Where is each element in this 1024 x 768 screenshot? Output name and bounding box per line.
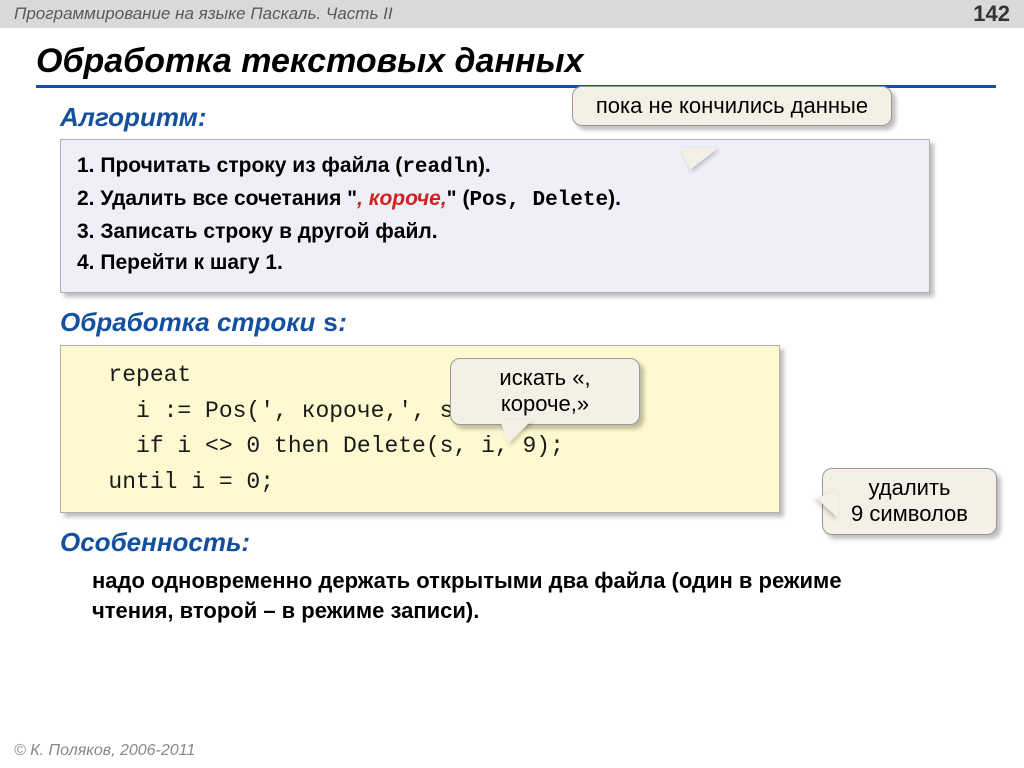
callout2-tail bbox=[500, 420, 532, 444]
callout-delete: удалить 9 символов bbox=[822, 468, 997, 535]
algo-step-2: 2. Удалить все сочетания ", короче," (Po… bbox=[77, 185, 913, 216]
code-line-2: i := Pos(', короче,', s); bbox=[67, 394, 773, 430]
code-line-3: if i <> 0 then Delete(s, i, 9); bbox=[67, 429, 773, 465]
page-number: 142 bbox=[973, 1, 1010, 27]
proc-suffix: : bbox=[338, 307, 347, 337]
callout1-text: пока не кончились данные bbox=[596, 93, 868, 118]
page-title: Обработка текстовых данных bbox=[36, 42, 996, 88]
callout-search: искать «, короче,» bbox=[450, 358, 640, 425]
callout2-line1: искать «, bbox=[469, 365, 621, 391]
callout3-line2: 9 символов bbox=[841, 501, 978, 527]
callout2-line2: короче,» bbox=[469, 391, 621, 417]
algo1-code: readln bbox=[402, 156, 478, 179]
algo-step-4: 4. Перейти к шагу 1. bbox=[77, 249, 913, 278]
feature-text: надо одновременно держать открытыми два … bbox=[92, 566, 922, 625]
footer-copyright: © К. Поляков, 2006-2011 bbox=[14, 742, 195, 760]
algo2-code: Pos, Delete bbox=[469, 189, 608, 212]
header-bar: Программирование на языке Паскаль. Часть… bbox=[0, 0, 1024, 28]
section-processing: Обработка строки s: bbox=[60, 307, 984, 339]
algo1-a: 1. Прочитать строку из файла ( bbox=[77, 154, 402, 177]
code-box: repeat i := Pos(', короче,', s); if i <>… bbox=[60, 345, 780, 514]
algo2-a: 2. Удалить все сочетания " bbox=[77, 187, 357, 210]
callout3-line1: удалить bbox=[841, 475, 978, 501]
algo2-b: " ( bbox=[447, 187, 470, 210]
code-line-1: repeat bbox=[67, 358, 773, 394]
proc-prefix: Обработка строки bbox=[60, 307, 323, 337]
callout1-tail bbox=[680, 148, 718, 170]
callout-data-loop: пока не кончились данные bbox=[572, 86, 892, 126]
code-line-4: until i = 0; bbox=[67, 465, 773, 501]
algo2-red: , короче, bbox=[357, 187, 447, 210]
algorithm-box: 1. Прочитать строку из файла (readln). 2… bbox=[60, 139, 930, 293]
header-title: Программирование на языке Паскаль. Часть… bbox=[14, 4, 393, 24]
algo-step-3: 3. Записать строку в другой файл. bbox=[77, 218, 913, 247]
callout3-tail bbox=[816, 490, 838, 518]
algo-step-1: 1. Прочитать строку из файла (readln). bbox=[77, 152, 913, 183]
proc-var: s bbox=[323, 309, 339, 339]
algo2-c: ). bbox=[608, 187, 621, 210]
algo1-b: ). bbox=[478, 154, 491, 177]
